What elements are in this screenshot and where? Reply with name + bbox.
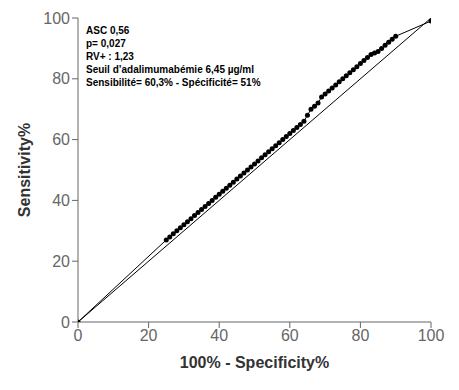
html-text:ASC 0,56: ASC 0,56	[86, 25, 130, 36]
svg-text:80: 80	[352, 327, 370, 344]
svg-text:100: 100	[43, 10, 70, 27]
svg-text:80: 80	[52, 70, 70, 87]
html-text:Sensibilité= 60,3% - Spécifici: Sensibilité= 60,3% - Spécificité= 51%	[86, 77, 261, 88]
svg-text:Sensitivity%: Sensitivity%	[16, 123, 33, 217]
svg-text:100: 100	[418, 327, 445, 344]
html-text:Seuil d’adalimumabémie 6,45 µg: Seuil d’adalimumabémie 6,45 µg/ml	[86, 64, 254, 75]
svg-text:0: 0	[61, 314, 70, 331]
html-text:p= 0,027: p= 0,027	[86, 38, 126, 49]
svg-text:0: 0	[74, 327, 83, 344]
svg-text:40: 40	[52, 192, 70, 209]
html-text:RV+ : 1,23: RV+ : 1,23	[86, 51, 134, 62]
svg-text:60: 60	[281, 327, 299, 344]
svg-text:20: 20	[52, 253, 70, 270]
svg-text:20: 20	[140, 327, 158, 344]
svg-text:60: 60	[52, 131, 70, 148]
svg-text:100% - Specificity%: 100% - Specificity%	[180, 354, 329, 371]
svg-text:40: 40	[210, 327, 228, 344]
